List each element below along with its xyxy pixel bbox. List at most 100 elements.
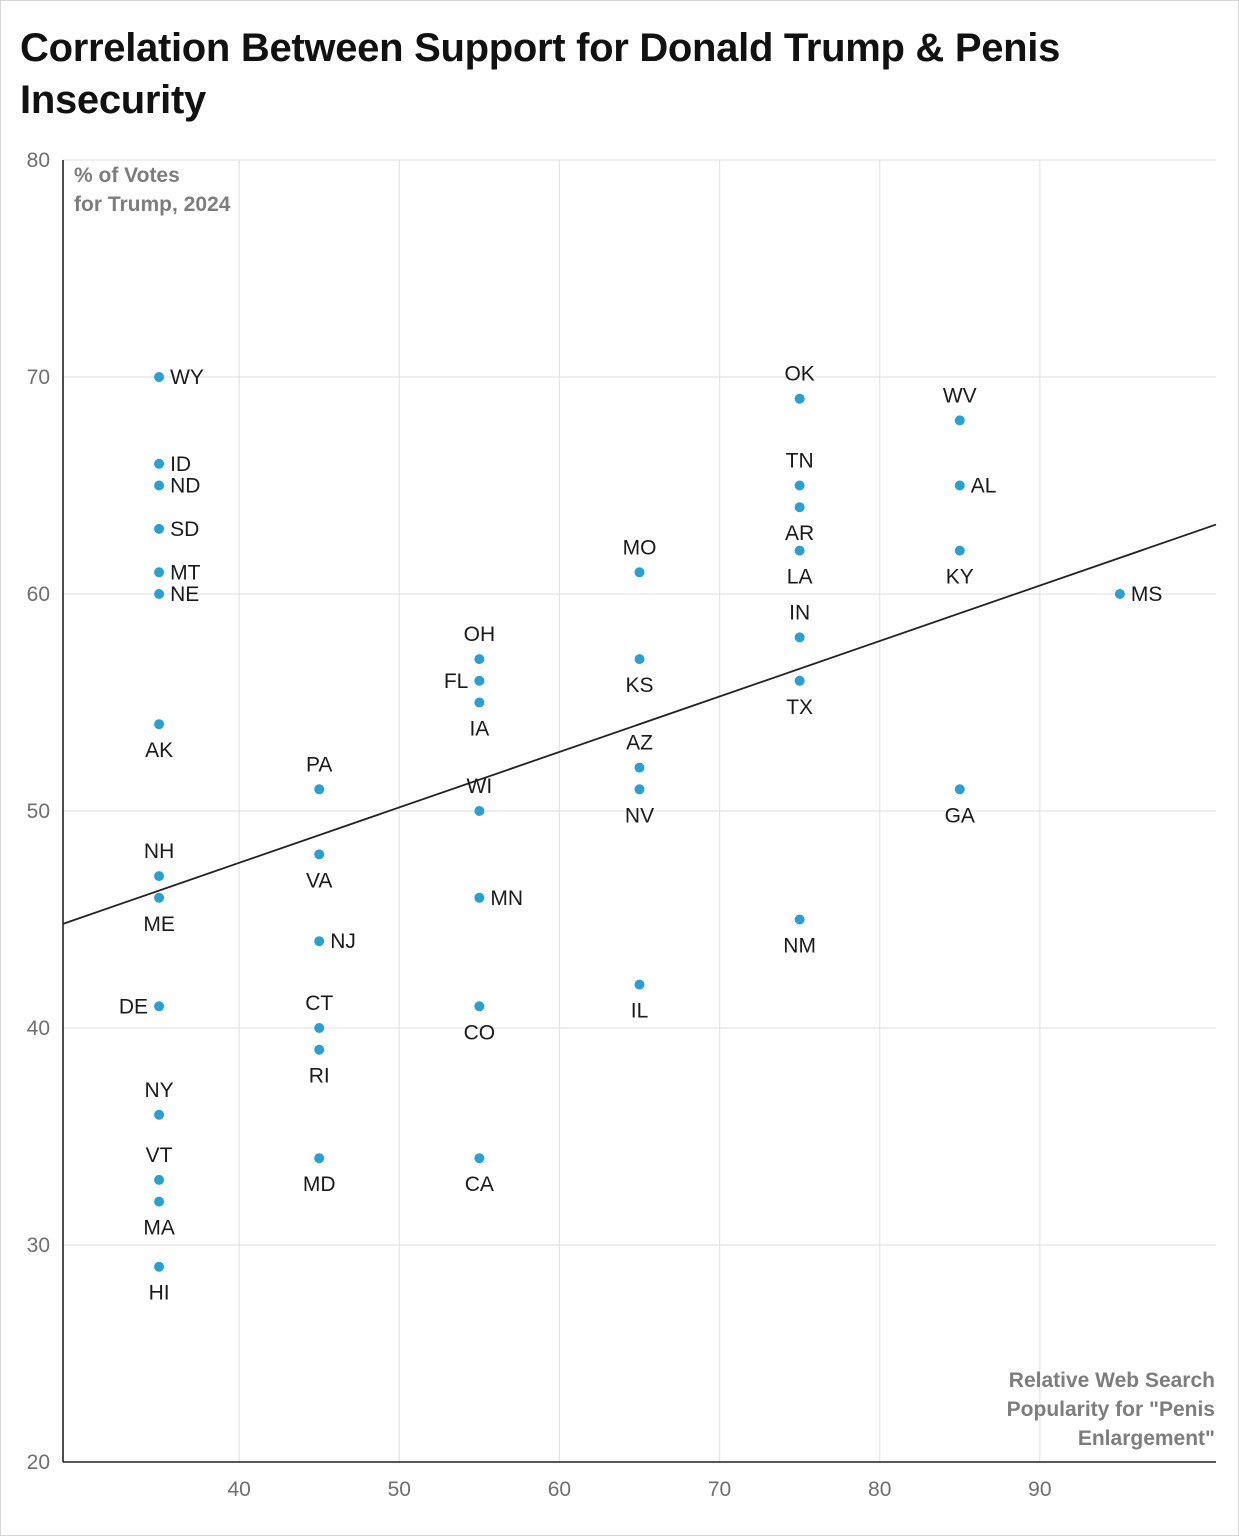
data-point-label: MN (490, 887, 523, 910)
point-ky: KY (946, 545, 974, 589)
data-point-label: RI (309, 1065, 330, 1088)
chart-title: Correlation Between Support for Donald T… (20, 26, 1061, 122)
point-ny: NY (144, 1079, 174, 1120)
data-point-label: CO (464, 1021, 496, 1044)
data-point-marker (474, 654, 485, 665)
point-nd: ND (154, 475, 200, 498)
data-point-marker (154, 523, 165, 534)
data-point-label: IA (469, 718, 489, 741)
data-point-label: MO (623, 536, 657, 559)
data-point-marker (794, 480, 805, 491)
point-ne: NE (154, 583, 199, 606)
data-point-marker (314, 1153, 325, 1164)
data-point-label: NE (170, 583, 199, 606)
tick-labels: 20 30 40 50 60 70 80 40 50 60 70 80 90 (27, 149, 1052, 1501)
y-tick-label: 20 (27, 1451, 50, 1474)
point-id: ID (154, 453, 191, 476)
x-tick-label: 70 (708, 1478, 731, 1501)
point-il: IL (631, 979, 648, 1023)
data-point-label: IN (789, 601, 810, 624)
data-point-marker (634, 784, 645, 795)
data-point-label: HI (149, 1282, 170, 1305)
point-in: IN (789, 601, 810, 643)
data-point-marker (154, 892, 165, 903)
point-ca: CA (465, 1153, 494, 1196)
point-ak: AK (145, 719, 173, 762)
point-sd: SD (154, 518, 199, 541)
point-me: ME (143, 892, 175, 936)
data-point-marker (634, 762, 645, 773)
x-tick-label: 80 (868, 1478, 891, 1501)
data-point-marker (794, 545, 805, 556)
point-oh: OH (464, 623, 496, 665)
data-point-label: OH (464, 623, 496, 646)
point-mo: MO (623, 536, 657, 578)
point-wv: WV (943, 384, 977, 426)
point-az: AZ (626, 732, 653, 773)
point-nm: NM (783, 914, 816, 958)
data-point-label: AR (785, 522, 814, 545)
point-de: DE (119, 995, 165, 1018)
data-point-marker (1114, 589, 1125, 599)
data-point-marker (314, 936, 325, 947)
x-tick-label: 60 (548, 1478, 571, 1501)
data-point-label: WV (943, 384, 977, 407)
data-point-label: WY (170, 366, 204, 389)
data-point-marker (154, 1261, 165, 1272)
point-ok: OK (784, 363, 815, 404)
point-pa: PA (306, 753, 332, 795)
data-point-label: NM (783, 935, 816, 958)
data-point-label: KY (946, 566, 974, 589)
data-point-marker (474, 806, 485, 816)
data-point-marker (794, 914, 805, 925)
data-point-marker (794, 502, 805, 513)
point-nh: NH (144, 840, 174, 882)
point-ia: IA (469, 697, 489, 741)
data-point-label: LA (787, 566, 813, 589)
x-tick-label: 90 (1028, 1478, 1051, 1501)
data-point-label: NV (625, 804, 654, 827)
data-point-label: GA (945, 804, 975, 827)
y-tick-label: 50 (27, 800, 50, 823)
data-point-marker (314, 1023, 325, 1033)
data-point-label: AK (145, 739, 173, 762)
data-point-label: MA (143, 1217, 175, 1240)
data-point-marker (154, 589, 165, 599)
data-point-marker (634, 654, 645, 665)
y-tick-label: 70 (27, 366, 50, 389)
point-tn: TN (786, 450, 814, 491)
point-fl: FL (444, 670, 485, 693)
data-point-label: NJ (330, 930, 356, 953)
data-point-label: OK (784, 363, 814, 386)
point-ga: GA (945, 784, 975, 827)
data-point-label: VT (146, 1144, 173, 1167)
y-axis-title: % of Votes for Trump, 2024 (74, 164, 231, 216)
data-point-marker (314, 849, 325, 860)
data-point-label: NY (144, 1079, 173, 1102)
data-point-marker (474, 1001, 485, 1012)
y-tick-label: 80 (27, 149, 50, 172)
point-ms: MS (1114, 583, 1162, 606)
point-va: VA (306, 849, 332, 892)
data-point-label: AZ (626, 732, 653, 755)
data-point-marker (154, 480, 165, 491)
data-point-marker (794, 393, 805, 404)
data-point-marker (314, 1044, 325, 1055)
data-point-marker (474, 675, 485, 686)
data-point-marker (954, 480, 965, 491)
data-point-label: AL (971, 475, 997, 498)
data-point-label: TN (786, 450, 814, 473)
data-point-marker (634, 567, 645, 578)
x-axis-title: Relative Web Search Popularity for "Penis… (1007, 1369, 1215, 1450)
x-tick-label: 50 (388, 1478, 411, 1501)
data-point-marker (474, 892, 485, 903)
y-tick-label: 30 (27, 1234, 50, 1257)
point-ct: CT (305, 992, 333, 1033)
data-point-marker (794, 675, 805, 686)
point-mt: MT (154, 561, 201, 584)
data-point-marker (474, 697, 485, 708)
data-point-label: TX (786, 696, 813, 719)
data-point-marker (154, 1109, 165, 1120)
data-point-label: PA (306, 753, 332, 776)
